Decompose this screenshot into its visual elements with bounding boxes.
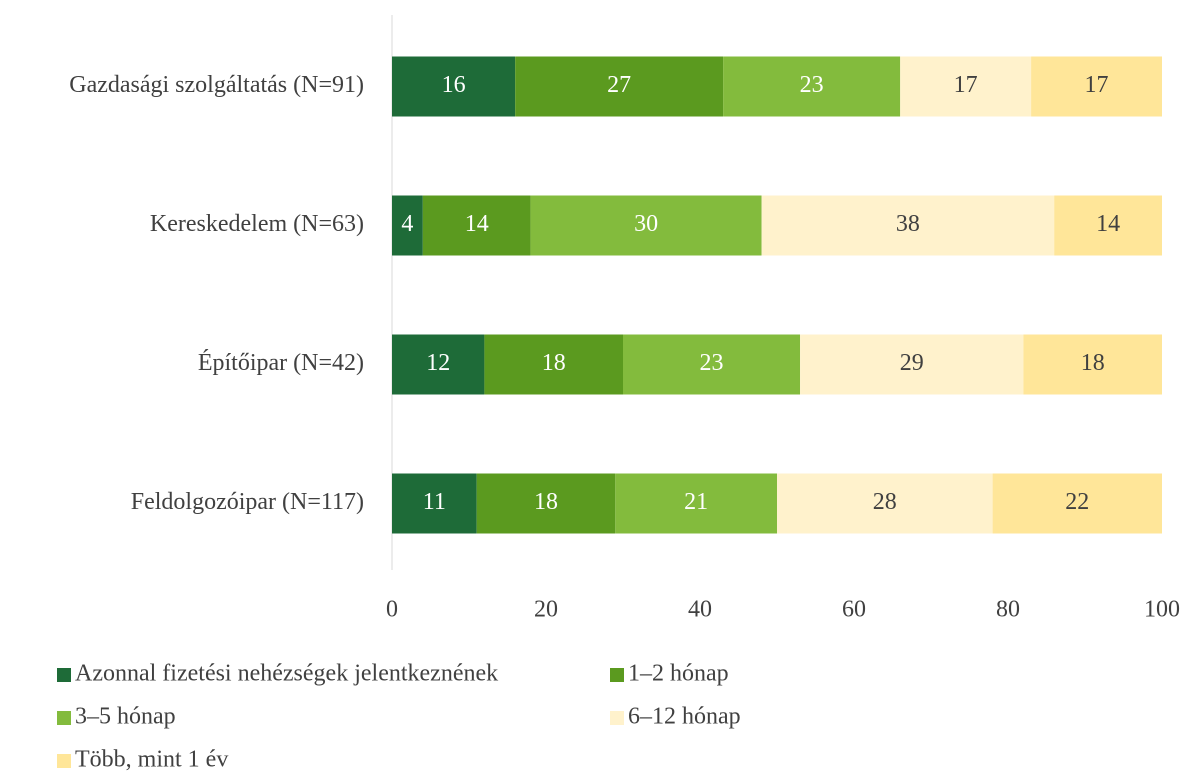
- data-label: 18: [534, 489, 558, 515]
- bar-segment: [422, 195, 531, 256]
- legend-label: 1–2 hónap: [628, 661, 729, 687]
- x-tick-label: 60: [842, 597, 866, 623]
- data-label: 4: [401, 211, 413, 237]
- bar-segment: [623, 334, 801, 395]
- data-label: 28: [873, 489, 897, 515]
- data-label: 14: [1096, 211, 1120, 237]
- bar-segment: [392, 195, 423, 256]
- bar-segment: [992, 473, 1162, 534]
- bar-segment: [723, 56, 901, 117]
- bar-segment: [530, 195, 762, 256]
- bar-segment: [392, 56, 516, 117]
- y-tick-label: Építőipar (N=42): [198, 350, 364, 376]
- x-tick-label: 80: [996, 597, 1020, 623]
- data-label: 17: [1085, 72, 1109, 98]
- bar-segment: [800, 334, 1024, 395]
- bar-segment: [392, 473, 477, 534]
- data-label: 16: [442, 72, 466, 98]
- legend-swatch: [610, 668, 624, 682]
- legend-label: Azonnal fizetési nehézségek jelentkeznén…: [75, 661, 498, 687]
- legend-swatch: [57, 711, 71, 725]
- legend-label: 6–12 hónap: [628, 704, 741, 730]
- bar-segment: [476, 473, 616, 534]
- legend-swatch: [57, 754, 71, 768]
- x-tick-label: 0: [386, 597, 398, 623]
- bar-segment: [1054, 195, 1162, 256]
- data-label: 23: [800, 72, 824, 98]
- x-tick-label: 100: [1144, 597, 1180, 623]
- data-label: 38: [896, 211, 920, 237]
- bar-segment: [1023, 334, 1162, 395]
- data-label: 17: [954, 72, 978, 98]
- x-tick-label: 20: [534, 597, 558, 623]
- y-tick-label: Gazdasági szolgáltatás (N=91): [69, 72, 364, 98]
- data-label: 18: [542, 350, 566, 376]
- legend-label: Több, mint 1 év: [75, 747, 228, 773]
- legend-swatch: [57, 668, 71, 682]
- data-label: 21: [684, 489, 708, 515]
- data-label: 22: [1065, 489, 1089, 515]
- data-label: 30: [634, 211, 658, 237]
- bar-segment: [615, 473, 777, 534]
- data-label: 14: [465, 211, 489, 237]
- legend-label: 3–5 hónap: [75, 704, 176, 730]
- bar-segment: [392, 334, 485, 395]
- y-tick-label: Feldolgozóipar (N=117): [131, 489, 364, 515]
- x-tick-label: 40: [688, 597, 712, 623]
- data-label: 11: [423, 489, 446, 515]
- bar-segment: [777, 473, 993, 534]
- bar-segment: [1031, 56, 1162, 117]
- data-label: 18: [1081, 350, 1105, 376]
- data-label: 27: [607, 72, 631, 98]
- bar-segment: [900, 56, 1032, 117]
- data-label: 12: [426, 350, 450, 376]
- bar-segment: [484, 334, 623, 395]
- data-label: 29: [900, 350, 924, 376]
- data-label: 23: [700, 350, 724, 376]
- bar-segment: [761, 195, 1055, 256]
- y-tick-label: Kereskedelem (N=63): [150, 211, 364, 237]
- bar-segment: [515, 56, 724, 117]
- legend-swatch: [610, 711, 624, 725]
